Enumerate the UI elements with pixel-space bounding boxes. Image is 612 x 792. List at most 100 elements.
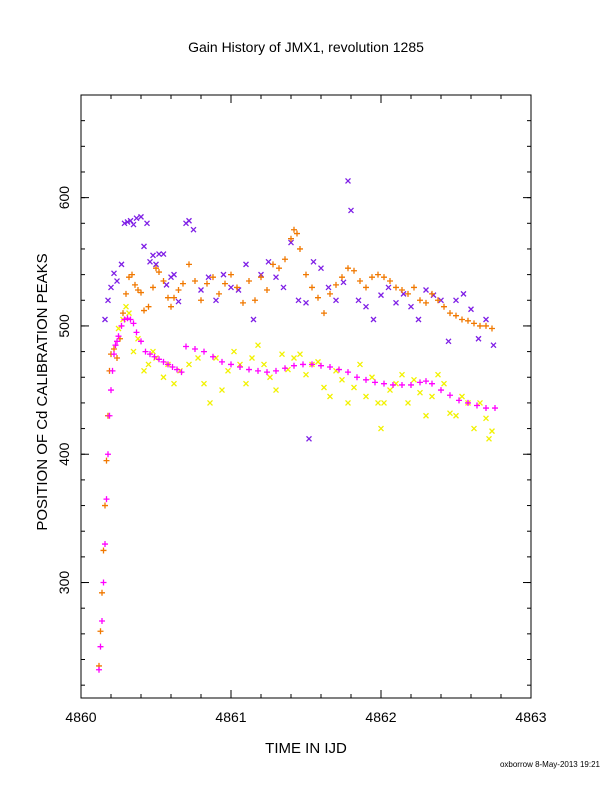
data-point [355,297,362,304]
data-point [357,278,363,285]
data-point [477,322,483,329]
data-point [375,399,381,406]
data-point [492,405,498,412]
data-point [282,365,288,372]
data-point [370,316,377,323]
data-point [363,284,369,291]
data-point [453,412,459,419]
data-point [250,316,257,323]
data-point [490,342,497,349]
y-axis-label: POSITION OF Cd CALIBRATION PEAKS [34,253,51,530]
data-point [381,399,387,406]
data-point [175,287,182,294]
data-point [123,303,129,310]
data-point [169,363,176,370]
data-point [369,274,375,281]
data-point [130,320,137,327]
data-point [318,265,324,272]
data-point [102,541,108,548]
data-point [133,215,140,222]
data-point [171,271,177,278]
data-point [135,335,141,342]
data-point [118,322,125,329]
data-point [145,361,152,368]
data-point [354,374,360,381]
data-point [141,243,147,250]
data-point [378,425,384,432]
data-point [114,355,120,362]
data-point [264,369,270,376]
data-point [483,316,489,323]
data-point [106,412,113,419]
data-point [210,353,216,360]
data-point [423,412,429,419]
data-point [411,284,417,291]
data-point [198,297,204,304]
data-point [351,384,357,391]
data-point [357,361,363,368]
data-point [228,284,234,291]
data-point [475,335,482,342]
plot-area: 4860 4861 4862 4863 300 400 500 600 [56,94,547,725]
data-point [243,380,249,387]
data-point [183,343,189,350]
data-point [138,338,144,345]
data-point [168,303,174,310]
data-point [160,374,167,381]
data-point [165,361,171,368]
data-point [411,376,417,383]
y-tick-label: 400 [56,442,72,466]
data-point [303,271,309,278]
data-point [103,457,110,464]
series-0 [102,178,497,442]
data-point [483,415,489,422]
data-point [405,290,411,297]
data-point [180,280,186,287]
data-point [222,280,228,287]
data-point [327,393,333,400]
data-point [237,363,243,370]
data-point [210,274,216,281]
data-point [234,284,240,291]
data-point [201,348,207,355]
data-point [100,579,107,586]
data-point [118,261,125,268]
data-point [198,287,204,293]
data-point [282,256,288,263]
data-point [265,258,272,265]
data-point [129,271,135,278]
data-point [372,379,378,386]
data-point [231,348,237,355]
data-point [258,274,264,281]
data-point [438,387,444,394]
data-point [303,371,309,378]
data-point [171,294,177,301]
data-point [147,351,153,358]
data-point [339,274,345,281]
data-point [163,281,170,288]
data-point [160,358,167,365]
data-point [111,351,117,358]
data-point [345,265,351,272]
data-point [105,297,111,304]
data-point [108,284,114,291]
data-point [186,217,192,224]
data-point [303,299,309,306]
data-point [291,226,297,233]
data-point [291,362,297,369]
data-point [141,307,147,314]
data-point [192,346,198,353]
data-point [321,384,327,391]
data-point [339,376,345,383]
data-point [264,287,270,294]
data-point [103,496,110,503]
data-point [309,361,315,368]
chart-title: Gain History of JMX1, revolution 1285 [188,39,424,55]
x-tick-label: 4862 [365,709,396,725]
data-point [219,387,225,394]
data-point [102,502,108,509]
data-point [112,342,119,349]
data-point [465,399,471,406]
data-point [348,207,354,214]
